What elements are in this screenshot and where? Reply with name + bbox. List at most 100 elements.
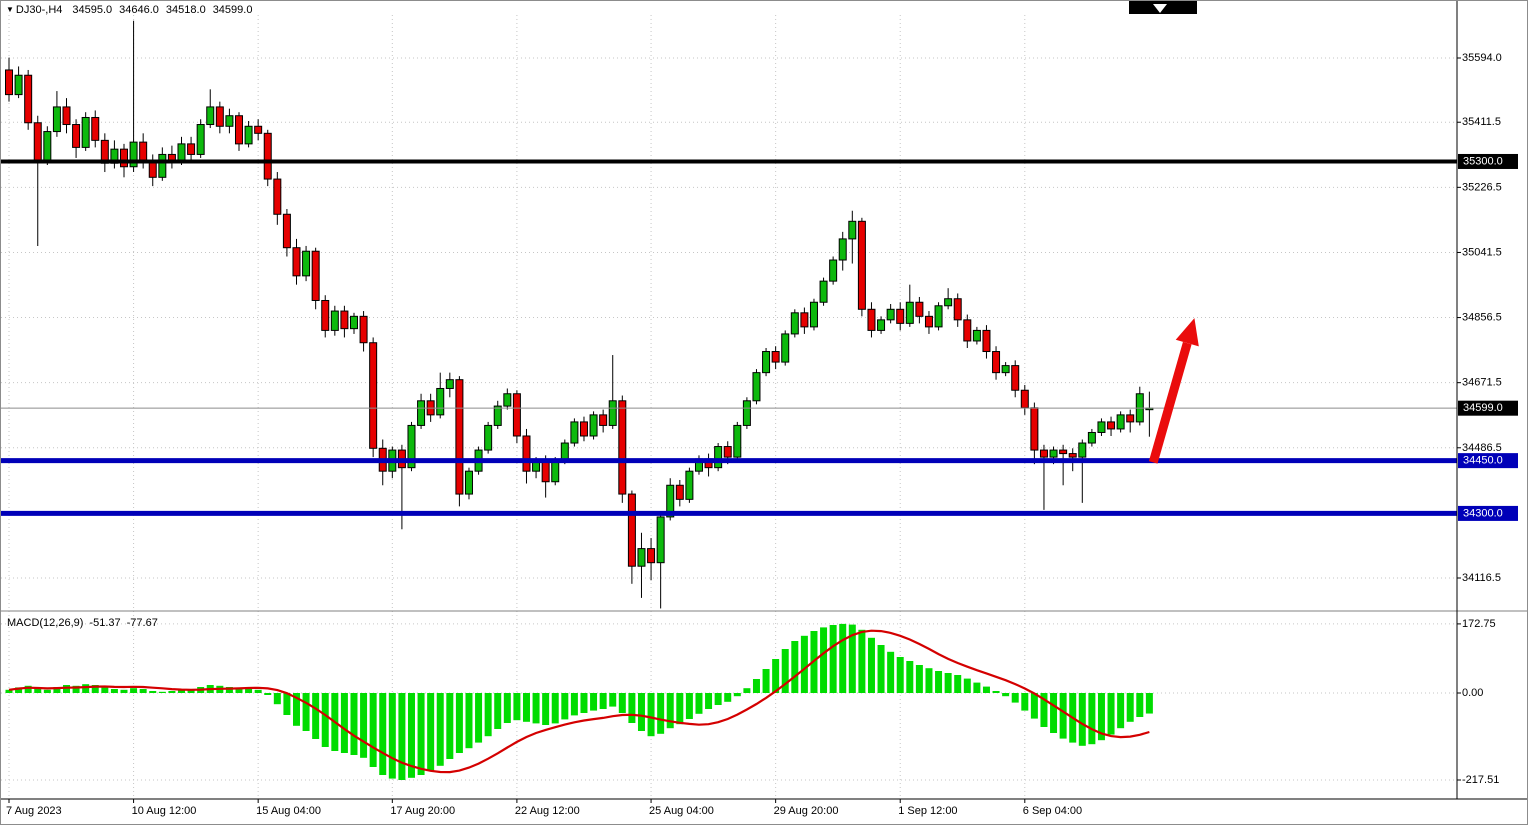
- macd-histogram-bar: [858, 629, 866, 693]
- macd-indicator-info: MACD(12,26,9) -51.37 -77.67: [7, 617, 164, 629]
- candlestick: [886, 304, 895, 324]
- candle-body: [1030, 407, 1039, 451]
- candlestick: [877, 316, 886, 334]
- macd-histogram-bar: [1002, 693, 1010, 697]
- candle-body: [225, 115, 234, 127]
- macd-histogram-bar: [724, 693, 732, 702]
- candlestick: [455, 376, 464, 507]
- macd-histogram-bar: [628, 693, 636, 723]
- time-axis-label: 15 Aug 04:00: [256, 805, 321, 817]
- candle-body: [512, 393, 521, 437]
- macd-histogram-bar: [762, 669, 770, 693]
- candlestick: [1059, 444, 1068, 486]
- macd-main-value: -51.37: [89, 617, 121, 629]
- macd-histogram-bar: [599, 693, 607, 709]
- price-tick-label: 35411.5: [1462, 116, 1501, 128]
- trend-arrow[interactable]: [1148, 318, 1199, 464]
- candlestick: [963, 314, 972, 349]
- macd-histogram-bar: [379, 693, 387, 775]
- candle-body: [647, 548, 656, 564]
- candlestick: [512, 390, 521, 444]
- macd-histogram-bar: [168, 691, 176, 693]
- macd-label: MACD(12,26,9): [7, 617, 84, 629]
- candle-body: [62, 106, 71, 126]
- candlestick: [110, 140, 119, 169]
- candle-body: [982, 329, 991, 353]
- candlestick: [43, 126, 52, 165]
- macd-histogram-bar: [714, 693, 722, 705]
- candle-body: [541, 460, 550, 483]
- candlestick: [1020, 384, 1029, 415]
- macd-histogram-bar: [417, 693, 425, 775]
- macd-histogram-bar: [436, 693, 444, 766]
- macd-histogram-bar: [187, 689, 195, 693]
- candle-body: [464, 470, 473, 495]
- candlestick: [62, 98, 71, 134]
- annotation-arrow-head[interactable]: [1175, 318, 1199, 347]
- macd-histogram-bar: [1097, 693, 1105, 741]
- time-axis-label: 22 Aug 12:00: [515, 805, 580, 817]
- candle-body: [196, 124, 205, 155]
- candle-body: [369, 342, 378, 449]
- macd-histogram-bar: [101, 687, 109, 693]
- candlestick: [302, 245, 311, 282]
- candlestick: [905, 284, 914, 327]
- macd-histogram-bar: [130, 688, 138, 693]
- macd-histogram-bar: [465, 693, 473, 749]
- macd-histogram-bar: [1021, 693, 1029, 711]
- candlestick: [522, 428, 531, 484]
- ohlc-open-value: 34595.0: [72, 4, 113, 16]
- macd-histogram-bar: [484, 693, 492, 737]
- candle-body: [848, 220, 857, 240]
- candle-body: [129, 141, 138, 168]
- price-tick-label: 34486.5: [1462, 442, 1502, 454]
- candlestick: [579, 416, 588, 442]
- annotation-arrow-shaft[interactable]: [1148, 341, 1192, 464]
- price-tick-label: 34856.5: [1462, 312, 1502, 324]
- candlestick: [1078, 439, 1087, 503]
- candlestick: [790, 309, 799, 338]
- candlestick: [896, 302, 905, 331]
- macd-histogram-bar: [848, 624, 856, 693]
- macd-histogram-bar: [561, 693, 569, 720]
- candle-body: [608, 400, 617, 426]
- ohlc-high-value: 34646.0: [119, 4, 159, 16]
- candlestick: [752, 369, 761, 405]
- candle-body: [321, 299, 330, 331]
- macd-tick-label: -217.51: [1462, 774, 1499, 786]
- candlestick: [503, 388, 512, 410]
- candle-body: [953, 298, 962, 321]
- macd-histogram-bar: [158, 691, 166, 693]
- macd-histogram-bar: [312, 693, 320, 739]
- candlestick: [321, 295, 330, 338]
- candlestick: [397, 444, 406, 530]
- macd-histogram-bar: [494, 693, 502, 729]
- candle-body: [282, 213, 291, 249]
- candle-body: [1087, 431, 1096, 444]
- candlestick: [934, 302, 943, 331]
- candle-body: [5, 69, 13, 96]
- candle-body: [857, 220, 866, 310]
- time-axis-label: 29 Aug 20:00: [774, 805, 839, 817]
- candlestick: [771, 346, 780, 370]
- price-tick-label: 35226.5: [1462, 181, 1502, 193]
- candlestick: [809, 298, 818, 331]
- time-axis-label: 6 Sep 04:00: [1023, 805, 1082, 817]
- candle-body: [637, 548, 646, 567]
- ohlc-low-value: 34518.0: [165, 4, 206, 16]
- candle-body: [1020, 389, 1029, 409]
- candlestick: [417, 393, 426, 429]
- candlestick: [234, 112, 243, 151]
- macd-histogram-bar: [752, 679, 760, 693]
- macd-histogram-bar: [398, 693, 406, 781]
- candlestick: [1039, 444, 1048, 510]
- macd-histogram-bar: [1145, 693, 1153, 714]
- macd-histogram-bar: [963, 678, 971, 693]
- candlestick: [263, 129, 272, 187]
- candlestick: [1116, 411, 1125, 433]
- candlestick: [647, 538, 656, 581]
- support-level-label: 34300.0: [1458, 505, 1518, 521]
- macd-tick-label: 0.00: [1462, 687, 1483, 699]
- candle-body: [359, 315, 368, 344]
